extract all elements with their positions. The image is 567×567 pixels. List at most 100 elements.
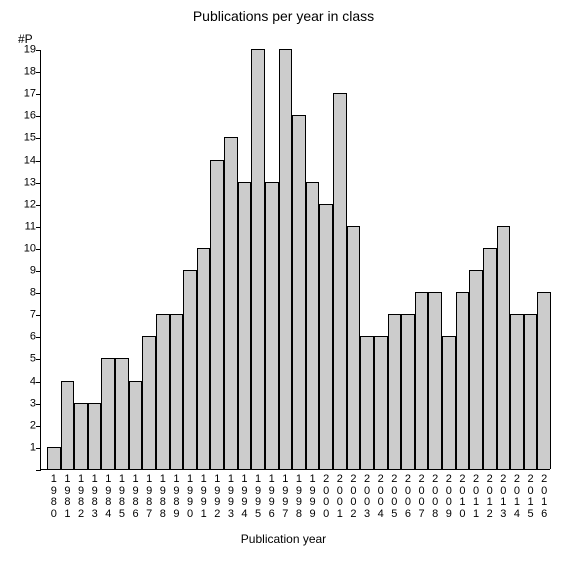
bar — [456, 292, 470, 469]
y-tick-label: 7 — [11, 310, 36, 321]
y-tick-label: 19 — [11, 45, 36, 56]
y-tick-mark — [36, 50, 41, 51]
y-tick-mark — [36, 116, 41, 117]
y-tick-label: 16 — [11, 111, 36, 122]
x-tick-label: 2 0 0 6 — [401, 474, 415, 520]
y-tick-label: 1 — [11, 442, 36, 453]
y-tick-mark — [36, 72, 41, 73]
x-tick-label: 2 0 0 0 — [319, 474, 333, 520]
x-tick-label: 1 9 8 1 — [61, 474, 75, 520]
x-tick-label: 2 0 1 0 — [456, 474, 470, 520]
bar — [537, 292, 551, 469]
y-tick-mark — [36, 227, 41, 228]
bar — [319, 204, 333, 469]
y-tick-mark — [36, 382, 41, 383]
y-tick-mark — [36, 293, 41, 294]
x-tick-label: 1 9 8 6 — [129, 474, 143, 520]
x-tick-label: 1 9 9 1 — [197, 474, 211, 520]
y-tick-mark — [36, 271, 41, 272]
y-tick-label: 2 — [11, 420, 36, 431]
bar — [61, 381, 75, 469]
x-tick-label: 1 9 9 4 — [238, 474, 252, 520]
bar — [142, 336, 156, 469]
bar — [306, 182, 320, 469]
bar — [374, 336, 388, 469]
y-tick-label: 17 — [11, 89, 36, 100]
x-tick-label: 1 9 9 5 — [251, 474, 265, 520]
bar — [238, 182, 252, 469]
y-tick-mark — [36, 161, 41, 162]
chart-title: Publications per year in class — [0, 8, 567, 24]
bar — [415, 292, 429, 469]
bar — [469, 270, 483, 469]
x-tick-label: 1 9 8 7 — [142, 474, 156, 520]
y-tick-label: 11 — [11, 221, 36, 232]
bar — [388, 314, 402, 469]
y-tick-label: 12 — [11, 199, 36, 210]
bar — [333, 93, 347, 469]
x-tick-label: 1 9 8 8 — [156, 474, 170, 520]
bar — [224, 137, 238, 469]
y-tick-label: 15 — [11, 133, 36, 144]
x-tick-label: 2 0 1 5 — [524, 474, 538, 520]
bar — [156, 314, 170, 469]
y-tick-label: 5 — [11, 354, 36, 365]
bar — [183, 270, 197, 469]
y-tick-label: 13 — [11, 177, 36, 188]
y-tick-label: 9 — [11, 266, 36, 277]
y-tick-label: 10 — [11, 243, 36, 254]
x-tick-label: 2 0 0 3 — [360, 474, 374, 520]
bar — [428, 292, 442, 469]
x-tick-label: 2 0 1 3 — [497, 474, 511, 520]
y-tick-mark — [36, 94, 41, 95]
bar — [279, 49, 293, 469]
bar — [524, 314, 538, 469]
bar — [360, 336, 374, 469]
plot-area: 123456789101112131415161718191 9 8 01 9 … — [40, 50, 550, 470]
x-tick-label: 2 0 1 6 — [537, 474, 551, 520]
x-tick-label: 1 9 9 2 — [210, 474, 224, 520]
y-tick-mark — [36, 470, 41, 471]
y-tick-mark — [36, 315, 41, 316]
x-tick-label: 2 0 0 5 — [388, 474, 402, 520]
bar — [497, 226, 511, 469]
bar — [47, 447, 61, 469]
bar — [510, 314, 524, 469]
x-tick-label: 1 9 9 0 — [183, 474, 197, 520]
bar — [401, 314, 415, 469]
bar — [101, 358, 115, 469]
x-tick-label: 1 9 9 6 — [265, 474, 279, 520]
x-tick-label: 1 9 8 4 — [101, 474, 115, 520]
y-tick-label: 6 — [11, 332, 36, 343]
x-tick-label: 2 0 0 1 — [333, 474, 347, 520]
x-tick-label: 2 0 0 2 — [347, 474, 361, 520]
x-tick-label: 2 0 0 7 — [415, 474, 429, 520]
bar — [442, 336, 456, 469]
bar — [129, 381, 143, 469]
chart-container: Publications per year in class #P 123456… — [0, 0, 567, 567]
x-tick-label: 1 9 9 7 — [279, 474, 293, 520]
y-tick-mark — [36, 359, 41, 360]
bar — [210, 160, 224, 469]
y-tick-mark — [36, 205, 41, 206]
x-tick-label: 2 0 0 4 — [374, 474, 388, 520]
y-tick-mark — [36, 249, 41, 250]
y-tick-label: 18 — [11, 67, 36, 78]
bar — [292, 115, 306, 469]
x-tick-label: 1 9 9 3 — [224, 474, 238, 520]
x-tick-label: 2 0 0 9 — [442, 474, 456, 520]
x-axis-label: Publication year — [0, 532, 567, 546]
y-tick-label: 14 — [11, 155, 36, 166]
y-tick-mark — [36, 183, 41, 184]
y-tick-mark — [36, 426, 41, 427]
x-tick-label: 1 9 9 9 — [306, 474, 320, 520]
x-tick-label: 1 9 8 0 — [47, 474, 61, 520]
bar — [115, 358, 129, 469]
x-tick-label: 2 0 1 4 — [510, 474, 524, 520]
x-tick-label: 2 0 1 1 — [469, 474, 483, 520]
bar — [88, 403, 102, 469]
x-tick-label: 1 9 9 8 — [292, 474, 306, 520]
x-tick-label: 1 9 8 9 — [170, 474, 184, 520]
y-tick-label: 8 — [11, 288, 36, 299]
y-tick-label: 4 — [11, 376, 36, 387]
